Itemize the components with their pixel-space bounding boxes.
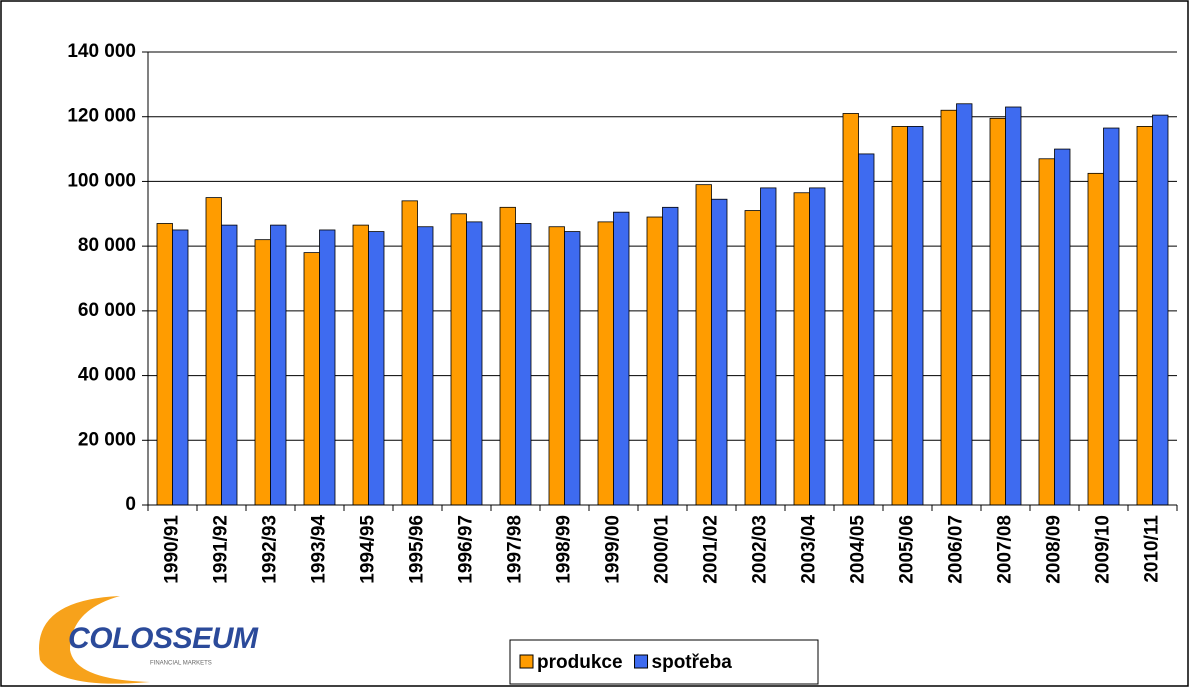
bar: [1038, 158, 1055, 506]
bar: [172, 229, 189, 506]
x-tick-label: 1998/99: [554, 515, 575, 584]
bar: [548, 226, 565, 506]
x-tick-label: 2006/07: [946, 515, 967, 584]
logo-tagline: FINANCIAL MARKETS: [150, 661, 212, 667]
x-tick-label: 1992/93: [260, 515, 281, 584]
x-tick-label: 2008/09: [1044, 515, 1065, 584]
legend-swatch: [634, 654, 649, 669]
bar: [613, 211, 630, 506]
x-tick-label: 2002/03: [750, 515, 771, 584]
bar: [303, 252, 320, 506]
y-tick-label: 0: [125, 494, 136, 515]
bar: [662, 206, 679, 506]
bar: [597, 221, 614, 506]
x-tick-label: 1990/91: [162, 515, 183, 584]
bar: [1087, 172, 1104, 506]
legend-box: [509, 639, 819, 685]
bar: [450, 213, 467, 506]
x-tick-label: 2004/05: [848, 515, 869, 584]
bar: [695, 184, 712, 506]
bar: [417, 226, 434, 506]
x-tick-label: 1994/95: [358, 515, 379, 584]
bar: [760, 187, 777, 506]
bar: [270, 224, 287, 506]
x-tick-label: 1997/98: [505, 515, 526, 584]
bar: [156, 223, 173, 506]
x-tick-label: 1993/94: [309, 515, 330, 584]
x-tick-label: 2007/08: [995, 515, 1016, 584]
x-tick-label: 2010/11: [1142, 515, 1163, 583]
logo-swoosh: [39, 596, 150, 684]
bar: [466, 221, 483, 506]
x-tick-label: 1996/97: [456, 515, 477, 584]
bar: [564, 231, 581, 506]
y-tick-label: 120 000: [67, 106, 136, 127]
y-tick-label: 60 000: [78, 300, 136, 321]
bar: [646, 216, 663, 506]
bar: [319, 229, 336, 506]
x-tick-label: 2005/06: [897, 515, 918, 584]
bar: [1005, 106, 1022, 506]
bar: [989, 117, 1006, 506]
bar: [842, 113, 859, 506]
bar: [744, 210, 761, 506]
bar: [956, 103, 973, 506]
x-tick-label: 1999/00: [603, 515, 624, 584]
legend-label: produkce: [537, 652, 623, 673]
y-tick-label: 100 000: [67, 170, 136, 191]
bar: [368, 231, 385, 506]
logo-name: COLOSSEUM: [68, 622, 259, 655]
bar: [858, 153, 875, 506]
bar: [940, 109, 957, 506]
x-tick-label: 1995/96: [407, 515, 428, 584]
legend-swatch: [519, 654, 534, 669]
y-tick-label: 140 000: [67, 41, 136, 62]
bar: [1152, 114, 1169, 506]
bar: [352, 224, 369, 506]
x-tick-label: 1991/92: [211, 515, 232, 584]
x-tick-label: 2009/10: [1093, 515, 1114, 584]
bar: [891, 126, 908, 506]
legend-label: spotřeba: [652, 652, 733, 673]
x-tick-label: 2003/04: [799, 515, 820, 584]
bar: [499, 206, 516, 506]
y-tick-label: 40 000: [78, 365, 136, 386]
bar: [515, 223, 532, 506]
bar: [1103, 127, 1120, 506]
bar: [711, 198, 728, 506]
bar: [221, 224, 238, 506]
y-tick-label: 80 000: [78, 235, 136, 256]
bar: [1136, 126, 1153, 506]
bar: [793, 192, 810, 506]
bar: [907, 126, 924, 506]
bar: [809, 187, 826, 506]
logo: COLOSSEUM FINANCIAL MARKETS: [39, 596, 259, 684]
bar: [1054, 148, 1071, 506]
y-tick-label: 20 000: [78, 429, 136, 450]
x-tick-label: 2000/01: [652, 515, 673, 584]
bar: [401, 200, 418, 506]
bar: [254, 239, 271, 506]
x-tick-label: 2001/02: [701, 515, 722, 584]
bar: [205, 197, 222, 506]
